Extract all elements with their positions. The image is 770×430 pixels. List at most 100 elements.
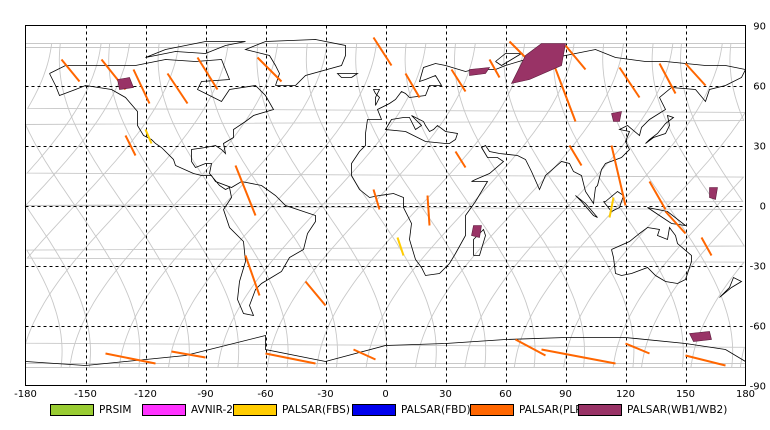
swath-plr [404, 72, 421, 99]
coastline [49, 59, 316, 317]
legend-label: PALSAR(PLR) [519, 404, 587, 416]
swath-plr [658, 63, 677, 94]
legend-item-avnir2: AVNIR-2 [142, 402, 233, 418]
swath-plr [450, 68, 467, 93]
longitude-labels: -180 -150 -120 -90 -60 -30 0 30 60 90 120 150 180 [14, 389, 755, 400]
x-tick-label: -60 [257, 389, 273, 400]
swath-wb [611, 111, 622, 122]
swath-plr [372, 189, 381, 210]
swath-plr [124, 135, 137, 156]
swath-plr [426, 195, 431, 226]
orbit-track [26, 43, 745, 368]
orbit-track [602, 43, 734, 368]
swath-plr [541, 348, 616, 365]
legend-swatch [578, 404, 622, 416]
y-tick-label: 0 [760, 202, 766, 213]
legend-swatch [352, 404, 396, 416]
swath-fbs [608, 197, 615, 218]
x-tick-label: 120 [616, 389, 635, 400]
x-tick-label: 180 [736, 389, 755, 400]
coastline [645, 114, 675, 144]
observation-swaths [60, 36, 726, 367]
latitude-labels: 90 60 30 0 -30 -60 -90 [750, 22, 766, 393]
legend-swatch [233, 404, 277, 416]
swath-wb [709, 187, 718, 200]
swath-wb [117, 77, 134, 90]
swath-plr [171, 350, 206, 359]
legend-label: PRSIM [99, 404, 132, 416]
orbit-track [454, 43, 585, 368]
swath-fbs [144, 129, 153, 144]
swath-plr [684, 62, 707, 87]
coastline [145, 41, 246, 58]
legend-label: AVNIR-2 [191, 404, 233, 416]
swath-plr [568, 144, 583, 167]
x-tick-label: 60 [499, 389, 512, 400]
swath-wb [471, 225, 482, 238]
swath-plr [610, 145, 627, 206]
legend-swatch [50, 404, 94, 416]
swath-wb [689, 331, 712, 342]
swath-plr [552, 63, 577, 122]
swath-plr [664, 210, 687, 235]
y-tick-label: 90 [753, 22, 766, 33]
y-tick-label: -30 [750, 262, 766, 273]
orbit-track [503, 43, 635, 368]
x-tick-label: 30 [439, 389, 452, 400]
coastline [372, 89, 381, 106]
swath-wb [469, 67, 491, 76]
orbit-track [58, 43, 190, 368]
legend-item-palsar-plr: PALSAR(PLR) [470, 402, 587, 418]
legend: PRSIM AVNIR-2 PALSAR(FBS) PALSAR(FBD) PA… [0, 399, 770, 421]
orbit-track [157, 43, 289, 368]
orbit-track [552, 43, 684, 368]
coastline [575, 195, 598, 218]
swath-plr [700, 237, 713, 256]
coastline [336, 73, 359, 78]
orbit-track [305, 43, 437, 368]
swath-plr [618, 66, 641, 99]
legend-swatch [470, 404, 514, 416]
coastline [351, 49, 747, 276]
x-tick-label: 0 [382, 389, 388, 400]
orbit-track [24, 43, 745, 368]
orbit-track [24, 43, 743, 368]
orbit-track [355, 43, 487, 368]
coastline [384, 115, 459, 144]
x-tick-label: -150 [74, 389, 97, 400]
orbit-track [256, 43, 388, 368]
swath-plr [508, 40, 527, 59]
swath-plr [685, 354, 726, 367]
y-tick-label: 60 [753, 82, 766, 93]
coastline [719, 276, 743, 298]
legend-label: PALSAR(FBS) [282, 404, 350, 416]
legend-label: PALSAR(FBD) [401, 404, 471, 416]
swath-plr [353, 348, 376, 361]
orbit-track [207, 43, 338, 368]
swath-plr [488, 59, 501, 78]
x-tick-label: -90 [197, 389, 213, 400]
coastline [25, 334, 746, 366]
y-tick-label: 30 [753, 142, 766, 153]
x-tick-label: -180 [14, 389, 37, 400]
swath-plr [166, 72, 189, 105]
x-tick-label: -120 [134, 389, 157, 400]
swath-plr [625, 342, 650, 355]
swath-plr [304, 280, 327, 307]
legend-item-palsar-fbs: PALSAR(FBS) [233, 402, 350, 418]
coastline [473, 228, 486, 256]
swath-plr [265, 352, 316, 365]
swath-plr [454, 150, 467, 169]
coastlines [25, 39, 747, 366]
swath-plr [372, 36, 393, 67]
legend-item-palsar-wb: PALSAR(WB1/WB2) [578, 402, 727, 418]
legend-item-prsim: PRSIM [50, 402, 131, 418]
y-tick-label: -60 [750, 322, 766, 333]
x-tick-label: 150 [676, 389, 695, 400]
legend-label: PALSAR(WB1/WB2) [627, 404, 728, 416]
swath-plr [60, 58, 81, 83]
orbit-track [404, 43, 536, 368]
swath-plr [244, 255, 261, 296]
lat-lon-grid [25, 25, 746, 386]
